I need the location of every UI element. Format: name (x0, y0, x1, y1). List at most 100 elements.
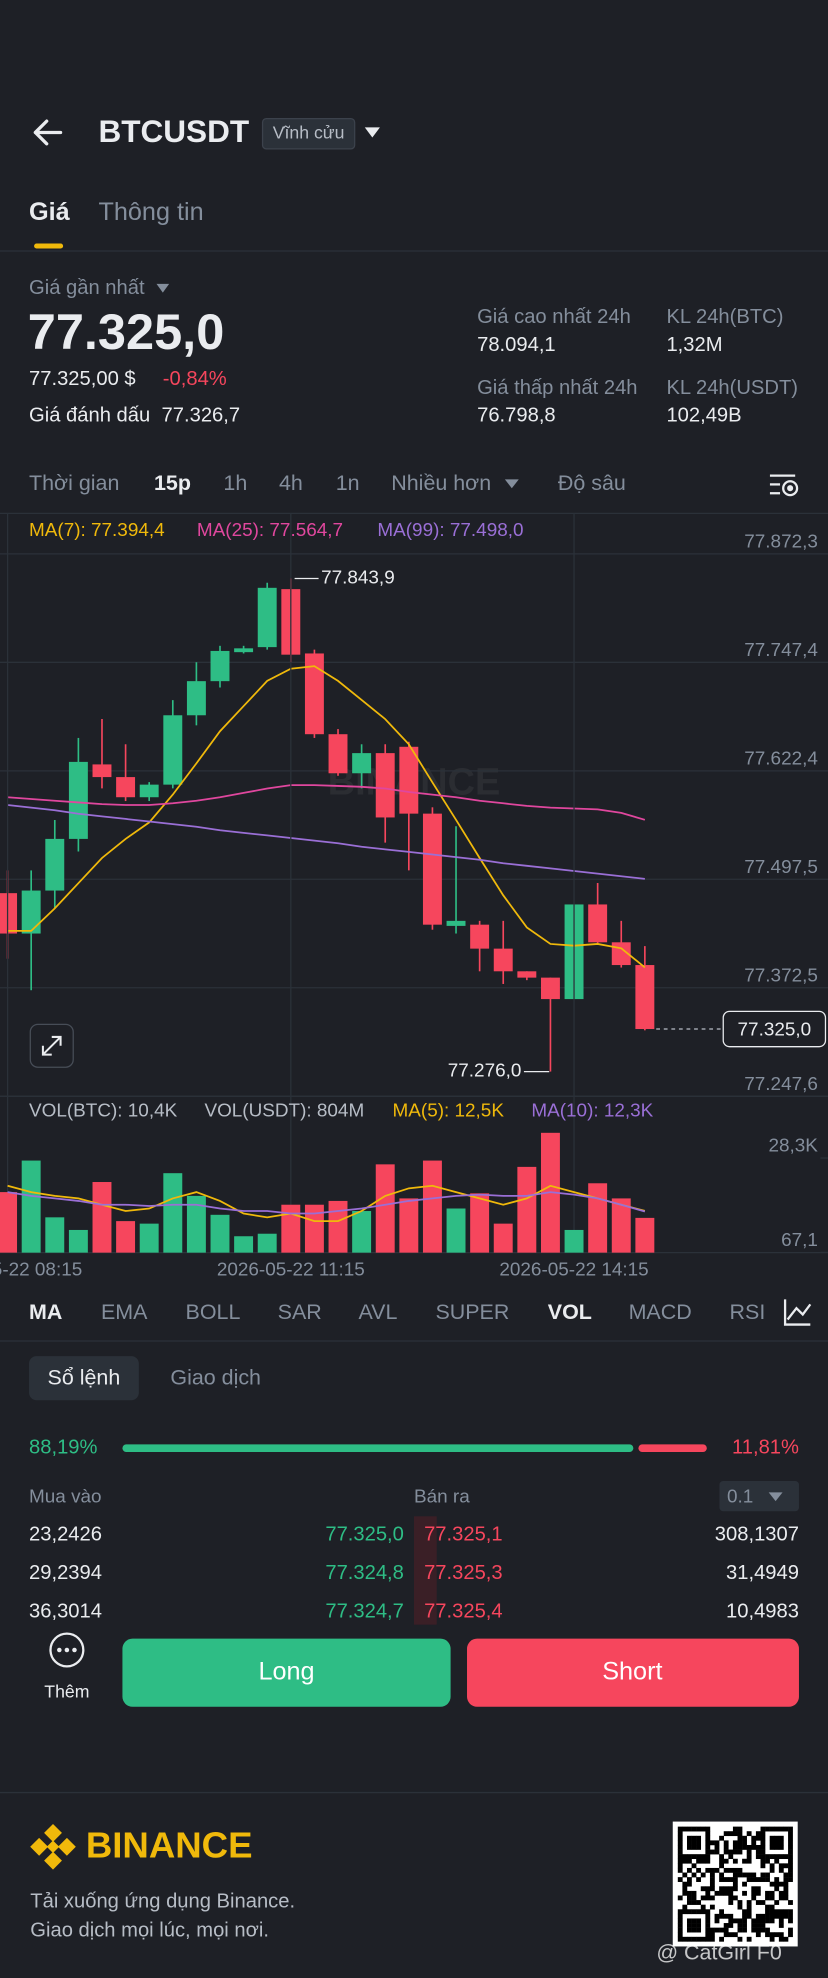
legend-entry: MA(10): 12,3K (531, 1100, 653, 1121)
qr-cell (788, 1858, 793, 1864)
indicator[interactable]: MACD (629, 1300, 692, 1324)
qr-cell (705, 1831, 711, 1837)
qr-cell (719, 1909, 724, 1915)
qr-cell (696, 1835, 702, 1841)
depth-tab[interactable]: Độ sâu (558, 471, 626, 495)
qr-cell (746, 1858, 752, 1864)
volume-bar (564, 1229, 584, 1253)
qr-cell (783, 1863, 789, 1869)
qr-cell (783, 1826, 789, 1832)
qr-cell (719, 1886, 724, 1892)
indicator-active[interactable]: VOL (548, 1300, 592, 1324)
qr-cell (677, 1863, 683, 1869)
qr-cell (742, 1881, 747, 1887)
ma-line (7, 1191, 646, 1215)
volume-bar (352, 1211, 372, 1253)
indicator-active[interactable]: MA (29, 1300, 62, 1324)
interval[interactable]: 4h (279, 471, 303, 495)
candle-body (186, 681, 206, 716)
indicator-tabs: MA EMA BOLL SAR AVL SUPER VOL MACD RSI (29, 1300, 765, 1324)
qr-cell (732, 1849, 738, 1855)
qr-cell (719, 1863, 724, 1869)
qr-pattern (677, 1826, 793, 1942)
tab-active[interactable]: Giá (29, 198, 71, 226)
qr-cell (723, 1886, 729, 1892)
book-tab-active[interactable]: Sổ lệnh (48, 1365, 121, 1389)
more-button[interactable] (49, 1632, 85, 1668)
qr-cell (705, 1886, 711, 1892)
short-button[interactable] (467, 1638, 799, 1707)
qr-cell (742, 1890, 747, 1896)
qr-cell (788, 1872, 793, 1878)
qr-cell (746, 1936, 752, 1942)
interval-active[interactable]: 15p (154, 471, 191, 495)
qr-cell (709, 1936, 715, 1942)
indicator[interactable]: AVL (358, 1300, 397, 1324)
interval-more[interactable]: Nhiều hơn (391, 471, 491, 495)
ask-price: 77.325,3 (424, 1562, 503, 1584)
indicator[interactable]: EMA (101, 1300, 148, 1324)
back-button[interactable] (33, 119, 63, 146)
qr-cell (696, 1826, 702, 1832)
qr-cell (774, 1854, 780, 1860)
qr-cell (783, 1913, 789, 1919)
qr-cell (746, 1904, 752, 1910)
qr-cell (732, 1918, 738, 1924)
ask-qty: 31,4949 (726, 1562, 799, 1584)
bid-price: 77.325,0 (325, 1524, 404, 1546)
volume-bar (328, 1200, 348, 1253)
qr-cell (723, 1932, 729, 1938)
interval[interactable]: 1n (336, 471, 360, 495)
qr-cell (696, 1858, 702, 1864)
qr-cell (700, 1909, 706, 1915)
caret (504, 479, 519, 489)
qr-cell (737, 1844, 743, 1850)
candle-body (493, 948, 513, 972)
bid-qty: 23,2426 (29, 1524, 102, 1546)
legend-entry: MA(99): 77.498,0 (377, 520, 523, 541)
candle-body (588, 904, 608, 943)
qr-cell (746, 1913, 752, 1919)
qr-cell (719, 1835, 724, 1841)
qr-cell (677, 1849, 683, 1855)
tab[interactable]: Thông tin (98, 198, 203, 226)
indicator[interactable]: RSI (730, 1300, 766, 1324)
volume-bar (470, 1193, 490, 1253)
last-price-label: 77.325,0 (738, 1019, 812, 1040)
indicator[interactable]: BOLL (186, 1300, 241, 1324)
qr-cell (691, 1872, 697, 1878)
legend-entry: VOL(USDT): 804M (204, 1100, 364, 1121)
candle-body (470, 924, 490, 949)
indicator[interactable]: SAR (278, 1300, 322, 1324)
price-label[interactable]: Giá gần nhất (29, 277, 145, 299)
qr-cell (760, 1877, 766, 1882)
qr-cell (769, 1904, 775, 1910)
qr-cell (769, 1895, 775, 1901)
indicator[interactable]: SUPER (435, 1300, 509, 1324)
tab-pill (29, 1356, 139, 1401)
qr-cell (751, 1840, 757, 1846)
qr-cell (732, 1840, 738, 1846)
symbol-dropdown[interactable] (364, 127, 380, 138)
candle-body (0, 893, 18, 934)
qr-cell (728, 1890, 734, 1896)
qr-cell (751, 1927, 757, 1933)
qr-cell (751, 1844, 757, 1850)
expand-button[interactable] (29, 1023, 74, 1068)
volume-bar (588, 1183, 608, 1253)
chart-settings[interactable] (769, 474, 799, 497)
long-button[interactable] (122, 1638, 451, 1707)
qr-cell (682, 1909, 688, 1915)
qr-cell (677, 1844, 683, 1850)
interval[interactable]: 1h (223, 471, 247, 495)
qr-cell (728, 1886, 734, 1892)
step-select[interactable] (719, 1480, 799, 1512)
qr-cell (677, 1867, 683, 1873)
qr-cell (705, 1858, 711, 1864)
qr-cell (686, 1923, 692, 1928)
qr-cell (746, 1872, 752, 1878)
book-tab[interactable]: Giao dịch (170, 1365, 261, 1389)
indicator-settings[interactable] (783, 1299, 812, 1326)
qr-cell (705, 1909, 711, 1915)
